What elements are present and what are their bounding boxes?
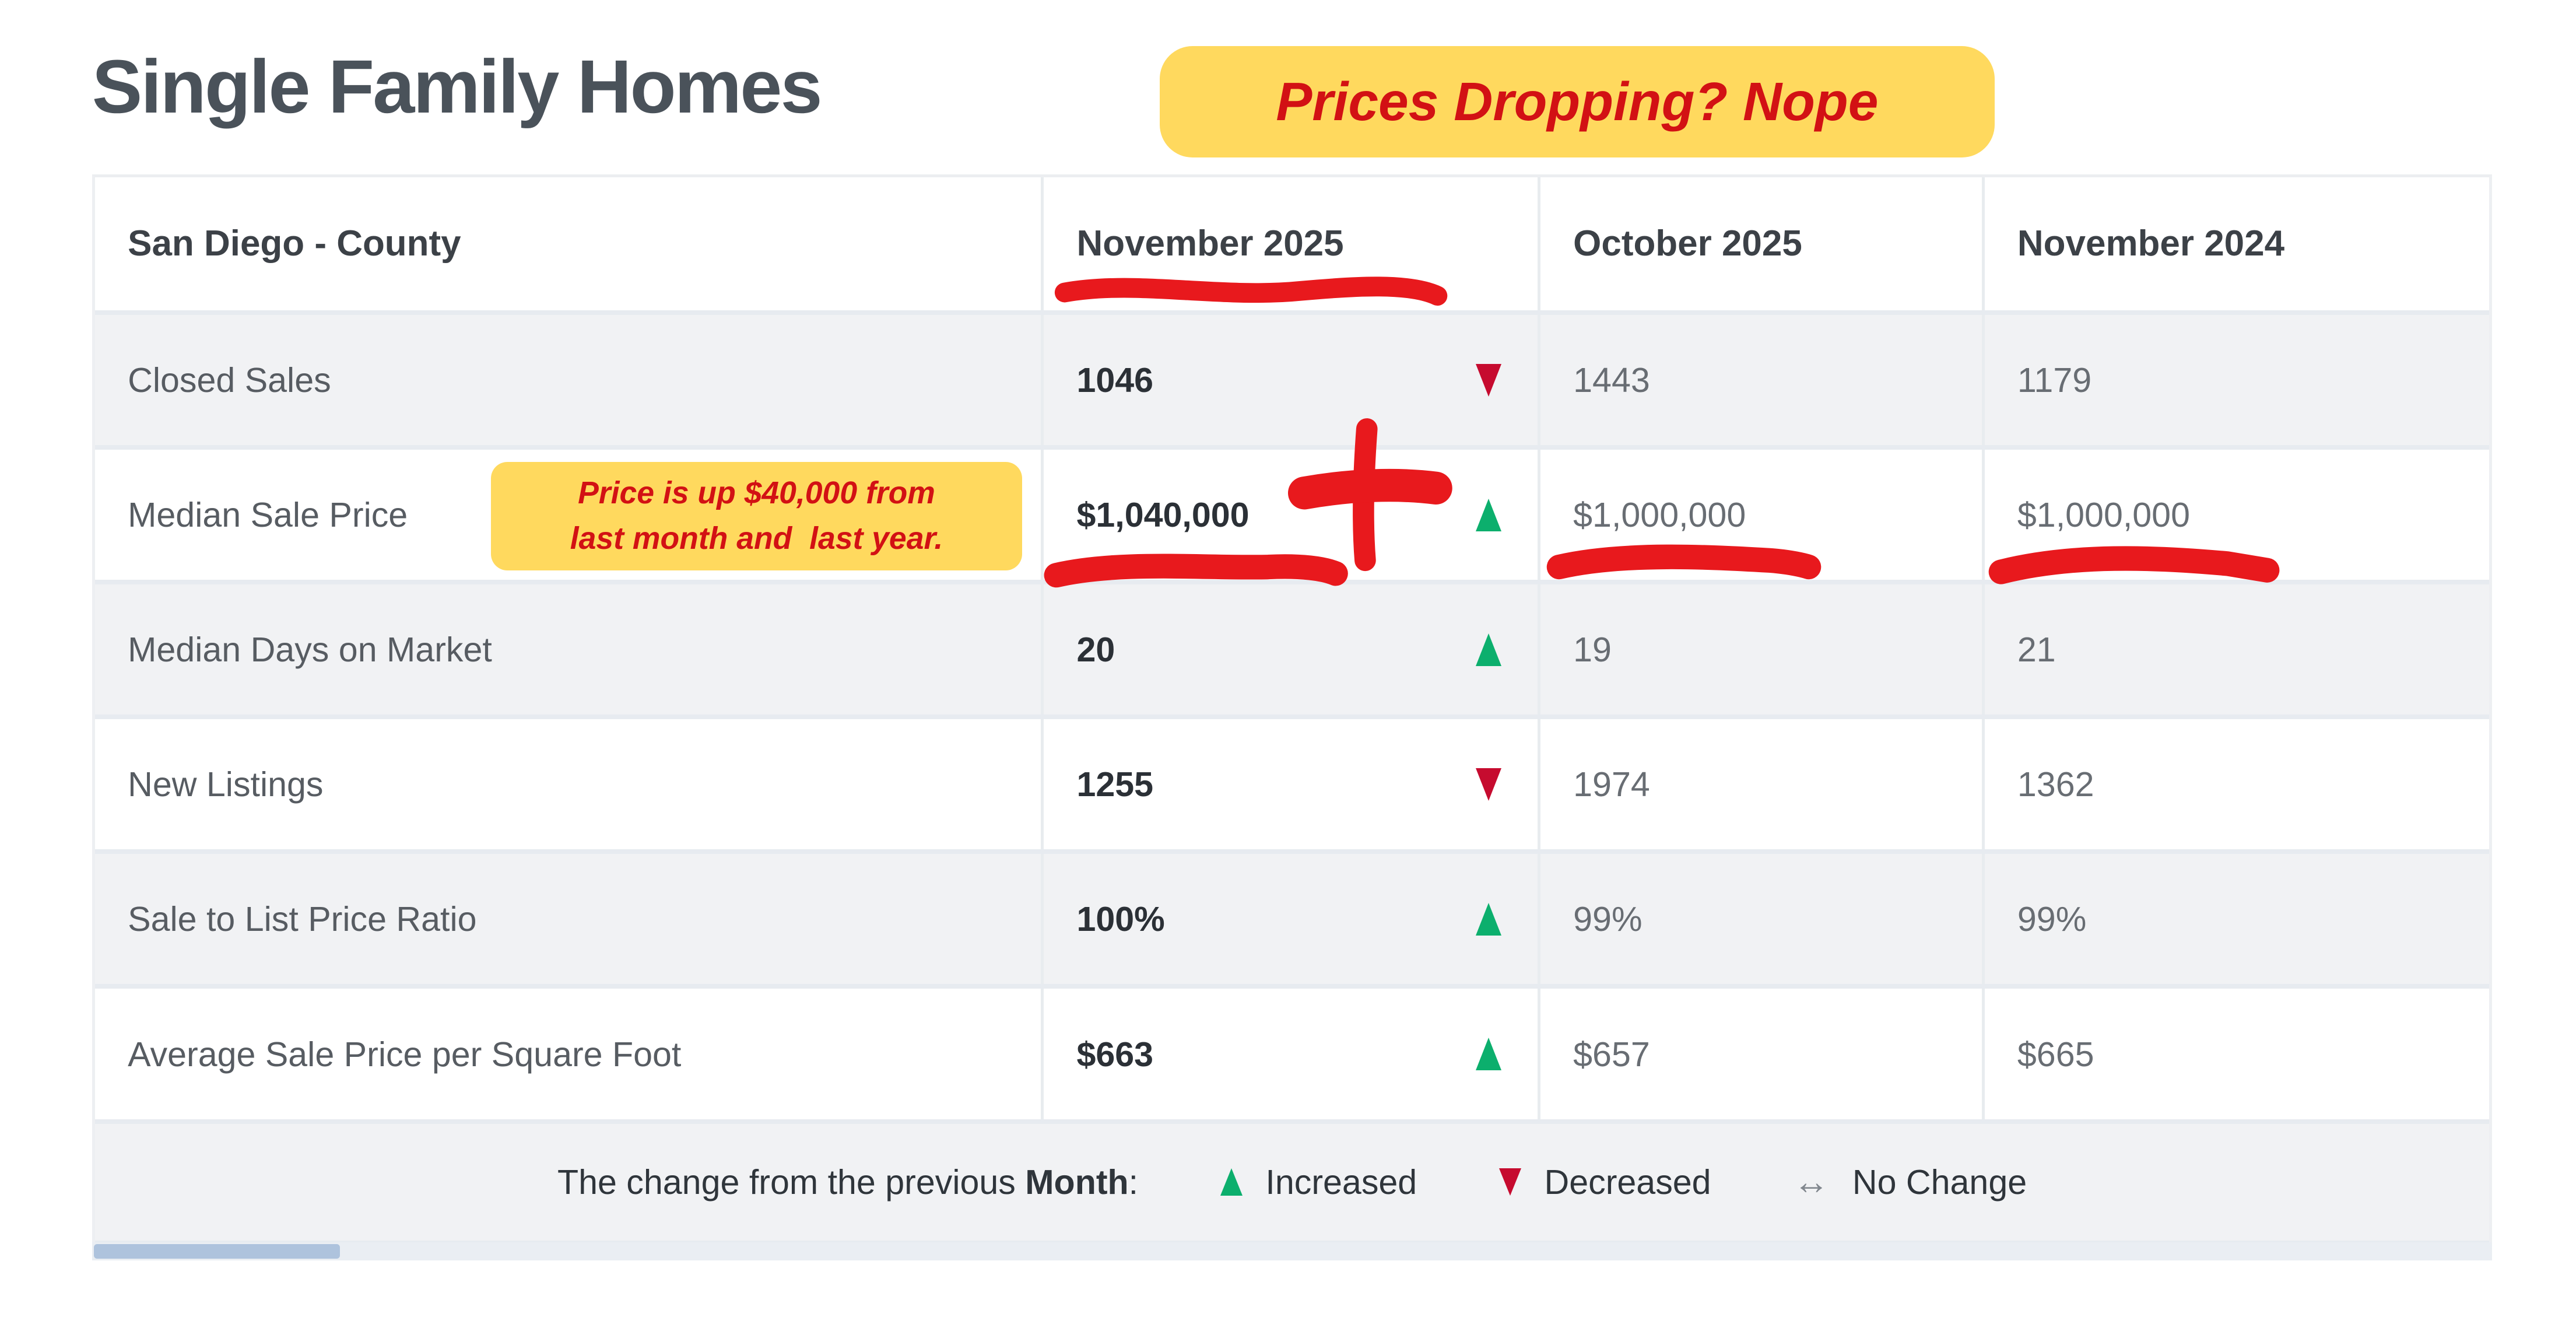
row-label: New Listings — [95, 719, 1044, 850]
no-change-arrow-icon: ↔ — [1793, 1162, 1830, 1203]
current-value: $663 — [1076, 1034, 1154, 1074]
november-2024-value: 1179 — [2017, 360, 2092, 400]
november-2024-value: 99% — [2017, 899, 2087, 939]
november-2024-value: $1,000,000 — [2017, 495, 2190, 535]
headline-callout: Prices Dropping? Nope — [1160, 45, 1995, 158]
legend-text: The change from the previous Month: — [557, 1162, 1139, 1202]
page-title: Single Family Homes — [92, 44, 823, 129]
change-arrow-icon — [1475, 1038, 1501, 1070]
change-arrow-icon — [1475, 768, 1501, 801]
october-value: 1443 — [1540, 315, 1985, 446]
increase-arrow-icon — [1220, 1168, 1243, 1196]
column-header-region: San Diego - County — [95, 177, 1044, 311]
column-header-october-2025: October 2025 — [1540, 177, 1985, 311]
change-arrow-icon — [1475, 903, 1501, 936]
legend: The change from the previous Month: Incr… — [95, 1124, 2490, 1241]
change-arrow-icon — [1475, 499, 1501, 531]
change-arrow-icon — [1475, 633, 1501, 666]
price-note-callout: Price is up $40,000 from last month and … — [491, 461, 1022, 570]
column-header-november-2024: November 2024 — [2017, 223, 2285, 264]
row-label: Average Sale Price per Square Foot — [95, 989, 1044, 1119]
table-row-median-days-on-market: Median Days on Market 20 19 21 — [94, 584, 2490, 720]
legend-decreased-label: Decreased — [1544, 1162, 1711, 1202]
november-2024-value: 21 — [2017, 630, 2056, 670]
table-row-median-sale-price: Median Sale Price $1,040,000 $1,000,000 … — [94, 450, 2490, 585]
november-2024-value: 1362 — [2017, 765, 2094, 804]
price-note-line1: Price is up $40,000 from — [578, 476, 935, 511]
table-header-row: San Diego - County November 2025 October… — [94, 177, 2490, 316]
october-value: 99% — [1540, 854, 1985, 985]
table-row-new-listings: New Listings 1255 1974 1362 — [94, 719, 2490, 854]
row-label: Median Sale Price — [95, 450, 1044, 580]
october-value: $1,000,000 — [1540, 450, 1985, 580]
current-value: 100% — [1076, 899, 1165, 939]
table-row-closed-sales: Closed Sales 1046 1443 1179 — [94, 315, 2490, 450]
stats-table: San Diego - County November 2025 October… — [92, 174, 2493, 1246]
legend-row: The change from the previous Month: Incr… — [94, 1123, 2490, 1246]
legend-no-change-label: No Change — [1852, 1162, 2027, 1202]
column-header-november-2025: November 2025 — [1044, 177, 1540, 311]
horizontal-scrollbar[interactable] — [92, 1242, 2493, 1261]
october-value: 1974 — [1540, 719, 1985, 850]
price-note-line2: last month and last year. — [570, 521, 943, 556]
table-row-avg-price-per-sqft: Average Sale Price per Square Foot $663 … — [94, 989, 2490, 1124]
october-value: $657 — [1540, 989, 1985, 1119]
november-2024-value: $665 — [2017, 1034, 2094, 1074]
october-value: 19 — [1540, 584, 1985, 715]
table-row-sale-to-list-ratio: Sale to List Price Ratio 100% 99% 99% — [94, 854, 2490, 989]
headline-callout-text: Prices Dropping? Nope — [1276, 71, 1879, 132]
current-value: 1046 — [1076, 360, 1154, 400]
current-value: 20 — [1076, 630, 1115, 670]
decrease-arrow-icon — [1499, 1168, 1522, 1196]
legend-increased-label: Increased — [1265, 1162, 1417, 1202]
row-label: Sale to List Price Ratio — [95, 854, 1044, 985]
scrollbar-thumb[interactable] — [93, 1244, 341, 1259]
change-arrow-icon — [1475, 363, 1501, 397]
current-value: $1,040,000 — [1076, 495, 1250, 535]
row-label: Median Days on Market — [95, 584, 1044, 715]
current-value: 1255 — [1076, 765, 1154, 804]
row-label: Closed Sales — [95, 315, 1044, 446]
